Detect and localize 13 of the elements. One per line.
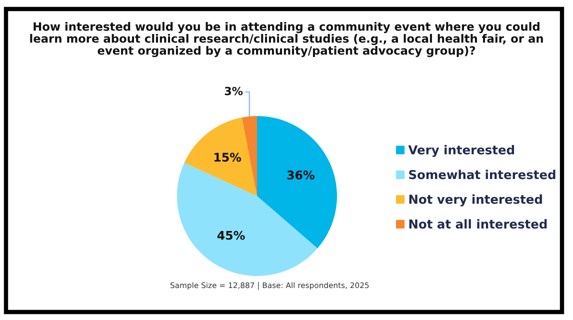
data-label: 3%	[224, 86, 243, 96]
legend-label: Not at all interested	[409, 219, 547, 229]
legend-label: Somewhat interested	[409, 170, 556, 180]
legend-label: Not very interested	[409, 194, 542, 206]
data-label: 45%	[217, 230, 245, 240]
pie-slice	[177, 162, 318, 276]
data-label: 36%	[287, 170, 314, 180]
pie-slice	[184, 117, 257, 196]
data-label: 15%	[214, 152, 242, 162]
pie-slice	[257, 116, 337, 248]
chart-title: How interested would you be in attending a community event where you could learn more about clinical research/clinical studies (e.g., a local health fair, or an event organized by a community/patient advocacy group)?	[30, 22, 543, 58]
pie-slice	[242, 116, 257, 196]
legend-label: Very interested	[408, 144, 514, 157]
